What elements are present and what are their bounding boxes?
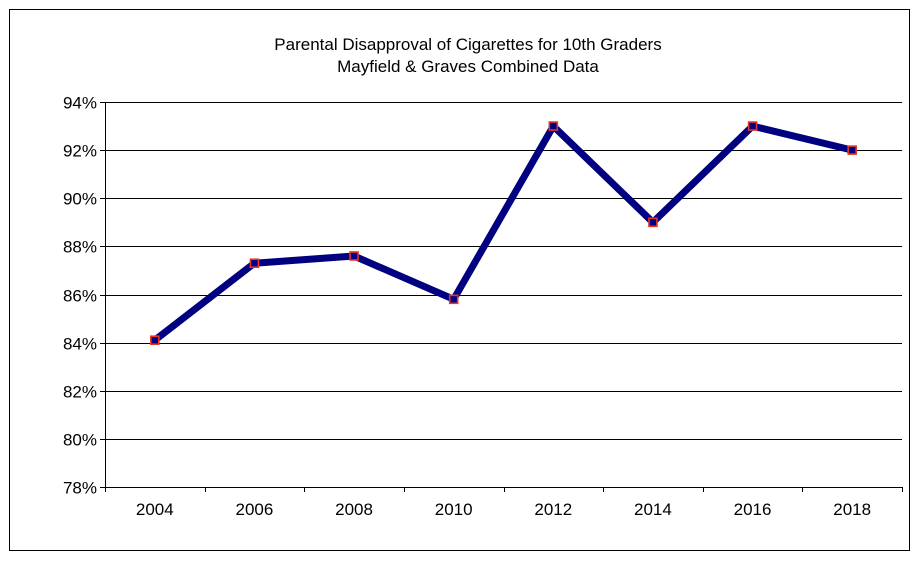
y-axis-tick-labels: 78% 80% 82% 84% 86% 88% 90% 92% 94% [63, 94, 97, 498]
x-axis-tick-labels: 2004 2006 2008 2010 2012 2014 2016 2018 [136, 500, 871, 519]
gridlines [105, 102, 902, 440]
axes [100, 102, 903, 492]
data-point-marker [648, 217, 658, 228]
x-tick-label: 2014 [634, 500, 672, 519]
data-point-marker [249, 258, 260, 269]
data-point-marker [548, 121, 559, 131]
data-point-marker [349, 251, 359, 261]
chart-title: Parental Disapproval of Cigarettes for 1… [274, 35, 661, 54]
x-tick-label: 2004 [136, 500, 174, 519]
y-tick-label: 88% [63, 238, 97, 257]
data-series [151, 122, 856, 344]
data-point-marker [150, 335, 160, 346]
data-point-marker [747, 121, 758, 131]
chart-border [9, 9, 910, 551]
x-tick-label: 2006 [236, 500, 274, 519]
x-tick-label: 2016 [734, 500, 772, 519]
y-tick-label: 86% [63, 287, 97, 306]
y-tick-label: 94% [63, 94, 97, 113]
chart-subtitle: Mayfield & Graves Combined Data [337, 57, 599, 76]
data-markers [150, 121, 857, 346]
y-tick-label: 80% [63, 431, 97, 450]
x-tick-label: 2010 [435, 500, 473, 519]
y-tick-label: 82% [63, 383, 97, 402]
x-tick-label: 2012 [534, 500, 572, 519]
y-tick-label: 84% [63, 335, 97, 354]
data-point-marker [448, 294, 459, 305]
series-line [151, 122, 856, 344]
y-tick-label: 90% [63, 190, 97, 209]
y-tick-label: 78% [63, 479, 97, 498]
x-tick-label: 2018 [833, 500, 871, 519]
data-point-marker [847, 145, 857, 155]
y-tick-label: 92% [63, 142, 97, 161]
x-tick-label: 2008 [335, 500, 373, 519]
